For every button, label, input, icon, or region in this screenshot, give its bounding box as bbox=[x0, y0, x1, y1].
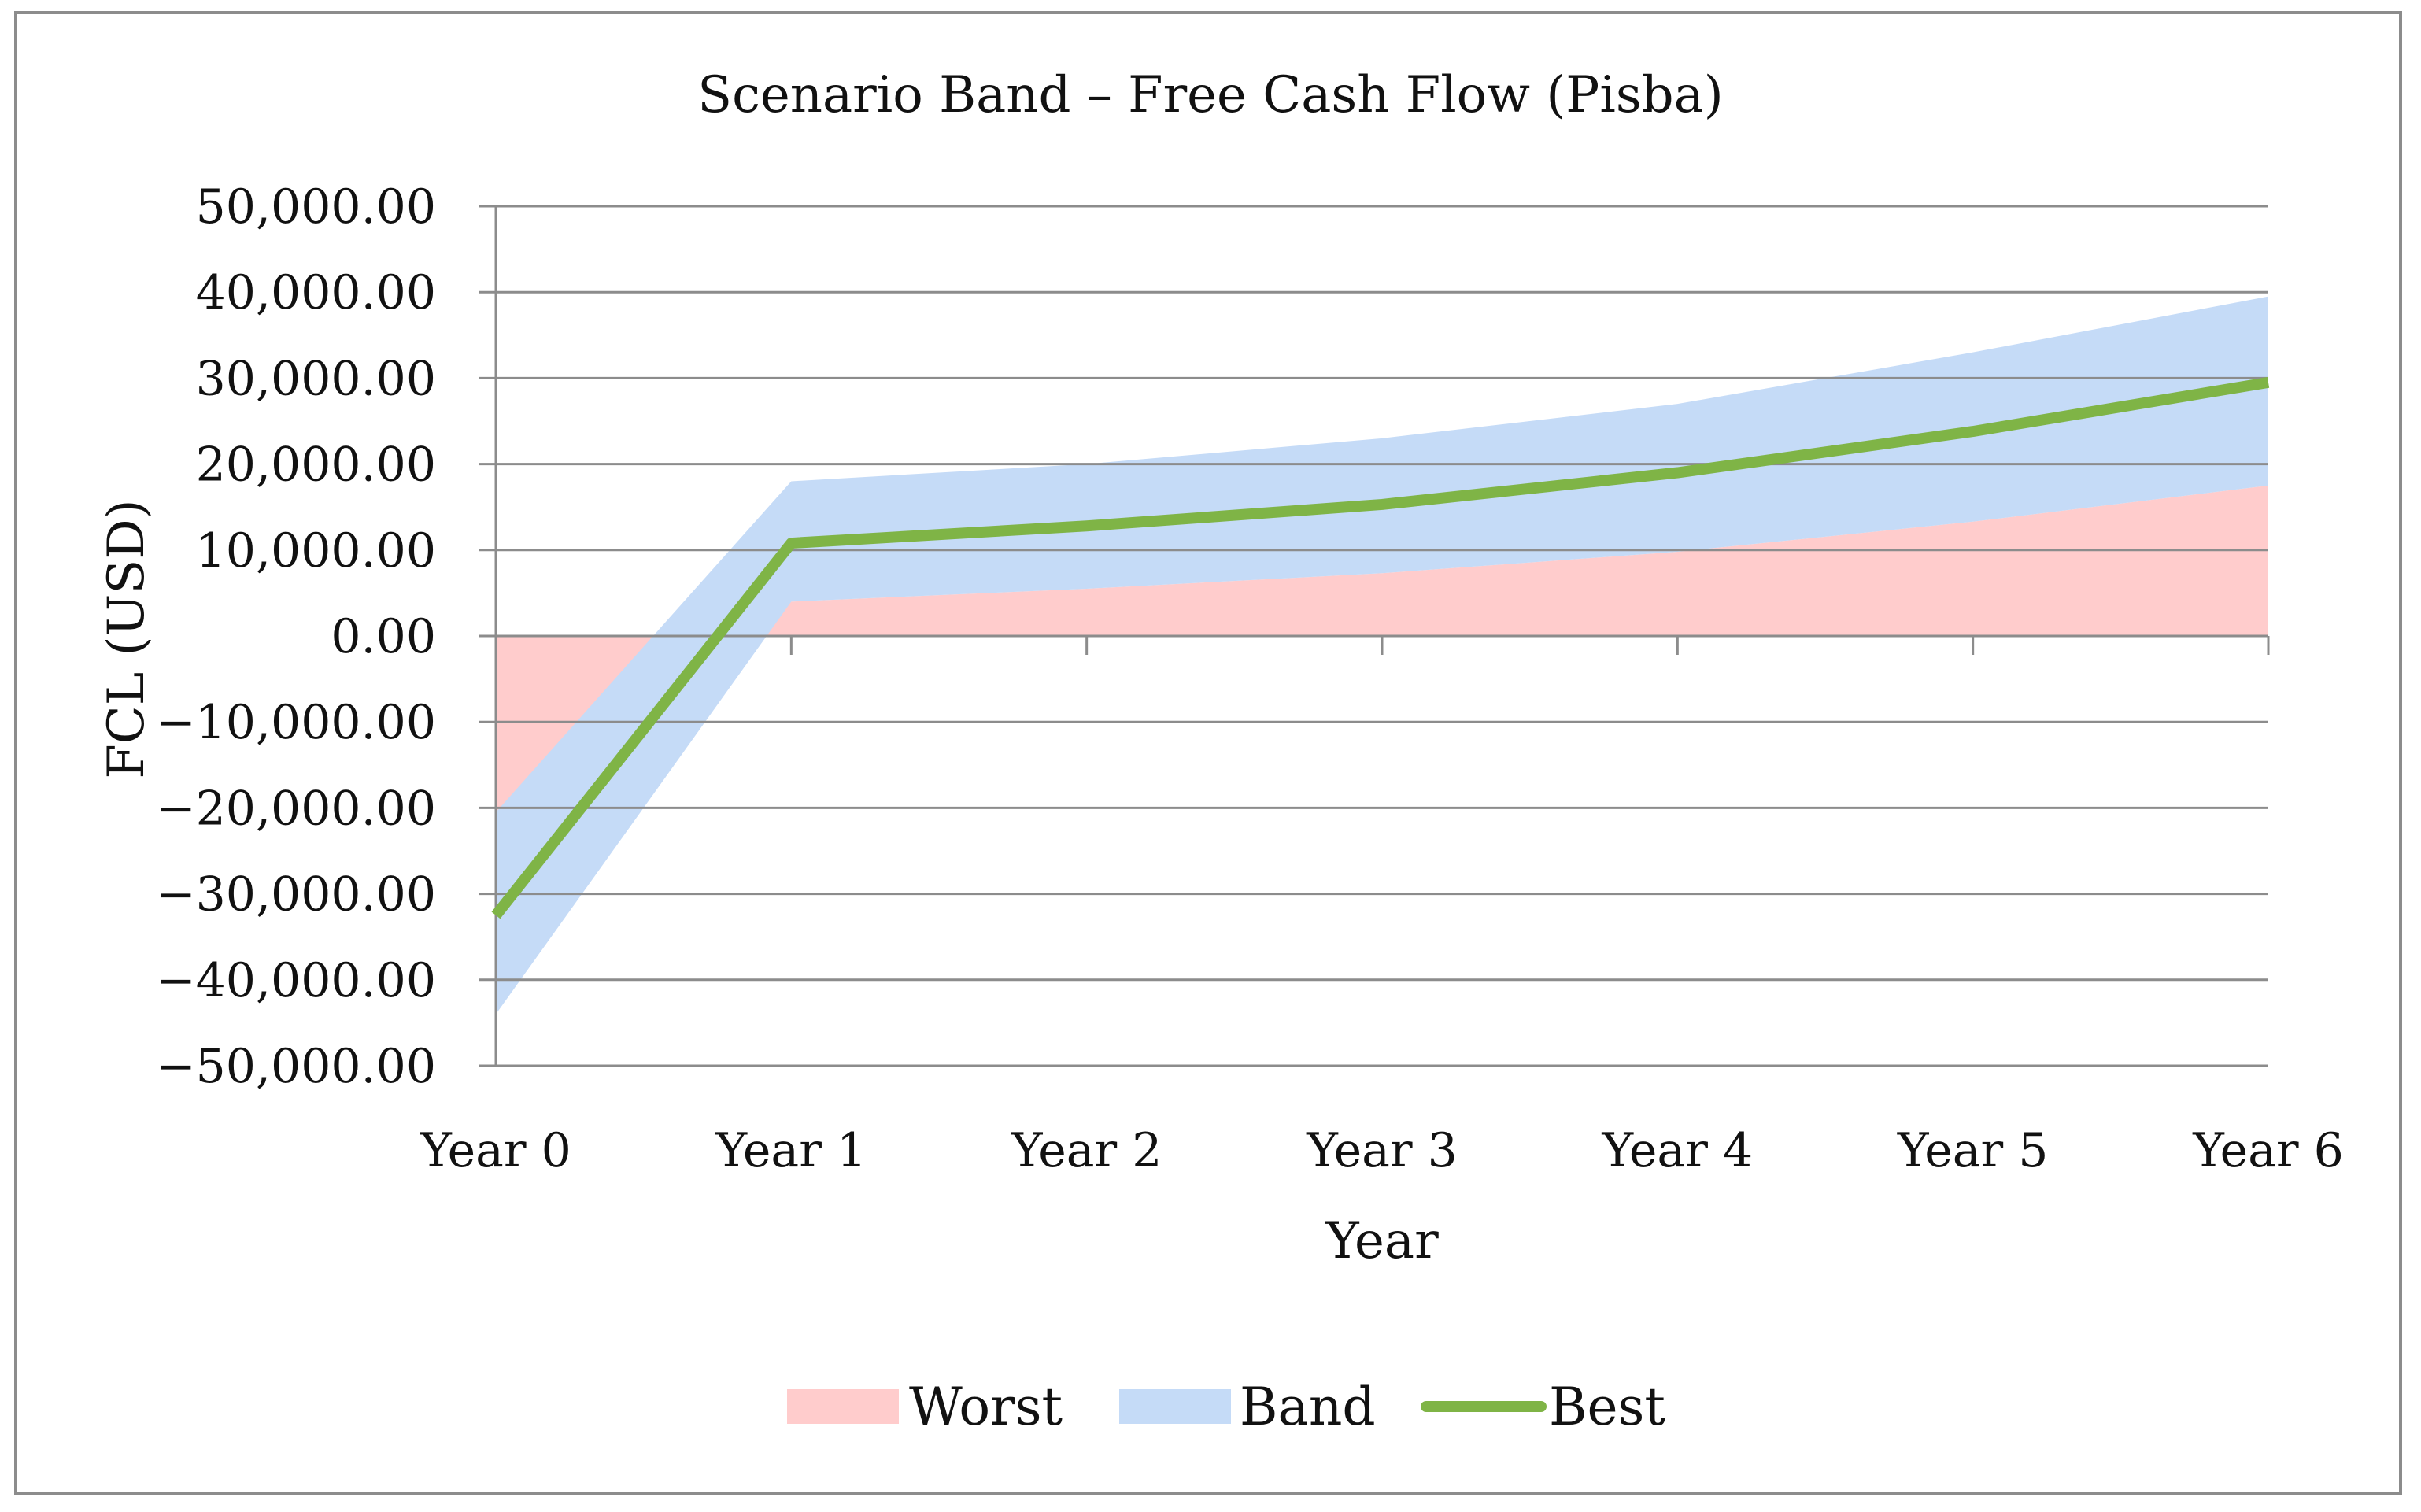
legend: Worst Band Best bbox=[787, 1377, 1665, 1437]
y-tick-label: −30,000.00 bbox=[156, 867, 436, 922]
x-axis-tick-labels: Year 0 Year 1 Year 2 Year 3 Year 4 Year 5 Year… bbox=[420, 1123, 2344, 1178]
axes bbox=[479, 205, 2270, 1067]
y-tick-label: 40,000.00 bbox=[196, 265, 436, 320]
series-worst-area bbox=[496, 485, 2268, 812]
plot-areas bbox=[496, 296, 2268, 1015]
x-tick-label: Year 0 bbox=[420, 1123, 571, 1178]
series-band-area bbox=[496, 296, 2268, 1015]
y-axis-tick-labels: 50,000.00 40,000.00 30,000.00 20,000.00 10,0… bbox=[156, 179, 436, 1094]
legend-label-band: Band bbox=[1240, 1377, 1376, 1437]
y-tick-label: 50,000.00 bbox=[196, 179, 436, 235]
x-tick-label: Year 2 bbox=[1011, 1123, 1162, 1178]
series-lines bbox=[491, 376, 2270, 919]
x-tick-label: Year 4 bbox=[1602, 1123, 1754, 1178]
grid-lines bbox=[496, 205, 2268, 1067]
series-best-line bbox=[491, 376, 2270, 919]
y-tick-label: −50,000.00 bbox=[156, 1039, 436, 1094]
x-axis-title: Year bbox=[1325, 1212, 1439, 1270]
y-tick-label: 20,000.00 bbox=[196, 438, 436, 493]
legend-label-best: Best bbox=[1549, 1377, 1665, 1437]
y-axis-title: FCL (USD) bbox=[98, 499, 156, 778]
x-tick-label: Year 6 bbox=[2192, 1123, 2344, 1178]
y-tick-label: −10,000.00 bbox=[156, 695, 436, 750]
x-tick-label: Year 3 bbox=[1306, 1123, 1458, 1178]
x-tick-label: Year 1 bbox=[715, 1123, 867, 1178]
chart-title: Scenario Band – Free Cash Flow (Pisba) bbox=[697, 66, 1724, 124]
y-tick-label: −20,000.00 bbox=[156, 781, 436, 836]
y-tick-label: −40,000.00 bbox=[156, 953, 436, 1008]
y-tick-label: 0.00 bbox=[331, 609, 436, 664]
chart-frame bbox=[14, 11, 2402, 1495]
legend-label-worst: Worst bbox=[909, 1377, 1063, 1437]
legend-swatch-worst bbox=[787, 1389, 899, 1424]
y-tick-label: 10,000.00 bbox=[196, 523, 436, 579]
x-tick-label: Year 5 bbox=[1897, 1123, 2049, 1178]
y-tick-label: 30,000.00 bbox=[196, 351, 436, 406]
legend-swatch-band bbox=[1119, 1389, 1231, 1424]
